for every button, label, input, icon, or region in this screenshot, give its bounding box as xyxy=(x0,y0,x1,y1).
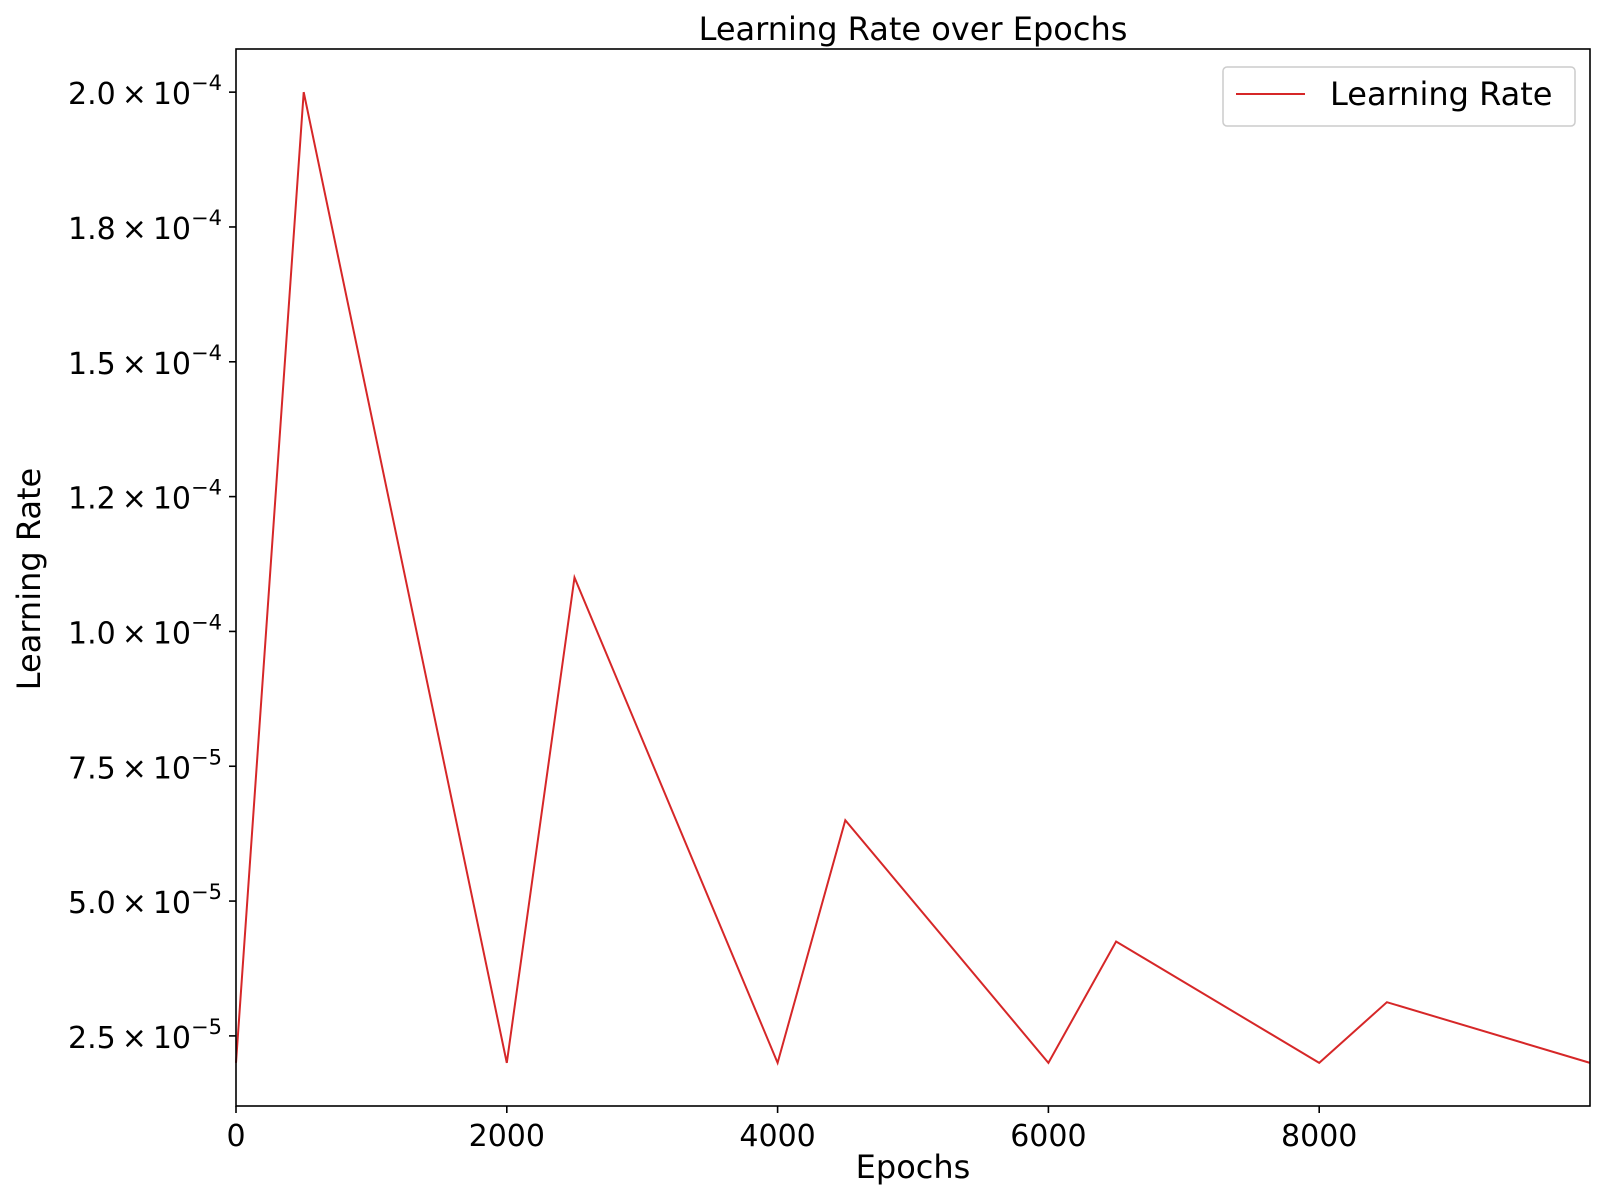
y-tick-label: 1.0 × 10−4 xyxy=(68,610,222,651)
y-tick-label: 1.8 × 10−4 xyxy=(68,206,222,247)
x-axis-label: Epochs xyxy=(856,1148,971,1186)
x-tick-label: 0 xyxy=(226,1119,245,1154)
y-tick-label: 1.2 × 10−4 xyxy=(68,476,222,517)
y-axis-label: Learning Rate xyxy=(10,468,48,690)
y-tick-label: 7.5 × 10−5 xyxy=(68,745,222,786)
x-tick-label: 6000 xyxy=(1010,1119,1086,1154)
x-tick-label: 8000 xyxy=(1281,1119,1357,1154)
series-line-0 xyxy=(235,91,1591,1066)
x-tick-label: 4000 xyxy=(739,1119,815,1154)
legend-frame xyxy=(1222,66,1576,127)
plot-area xyxy=(235,91,1591,1066)
legend-label: Learning Rate xyxy=(1330,75,1552,113)
axes-frame xyxy=(235,48,1591,1107)
tick-marks-and-labels: 0 2000 4000 6000 8000 2.5 × 10−5 5.0 × 10−5 7.5… xyxy=(68,71,1357,1154)
chart-title: Learning Rate over Epochs xyxy=(699,10,1128,48)
legend: Learning Rate xyxy=(1222,66,1576,127)
y-tick-label: 1.5 × 10−4 xyxy=(68,341,222,382)
y-tick-label: 2.0 × 10−4 xyxy=(68,71,222,112)
x-tick-label: 2000 xyxy=(469,1119,545,1154)
y-tick-label: 2.5 × 10−5 xyxy=(68,1015,222,1056)
y-tick-label: 5.0 × 10−5 xyxy=(68,880,222,921)
axes xyxy=(235,48,1591,1107)
